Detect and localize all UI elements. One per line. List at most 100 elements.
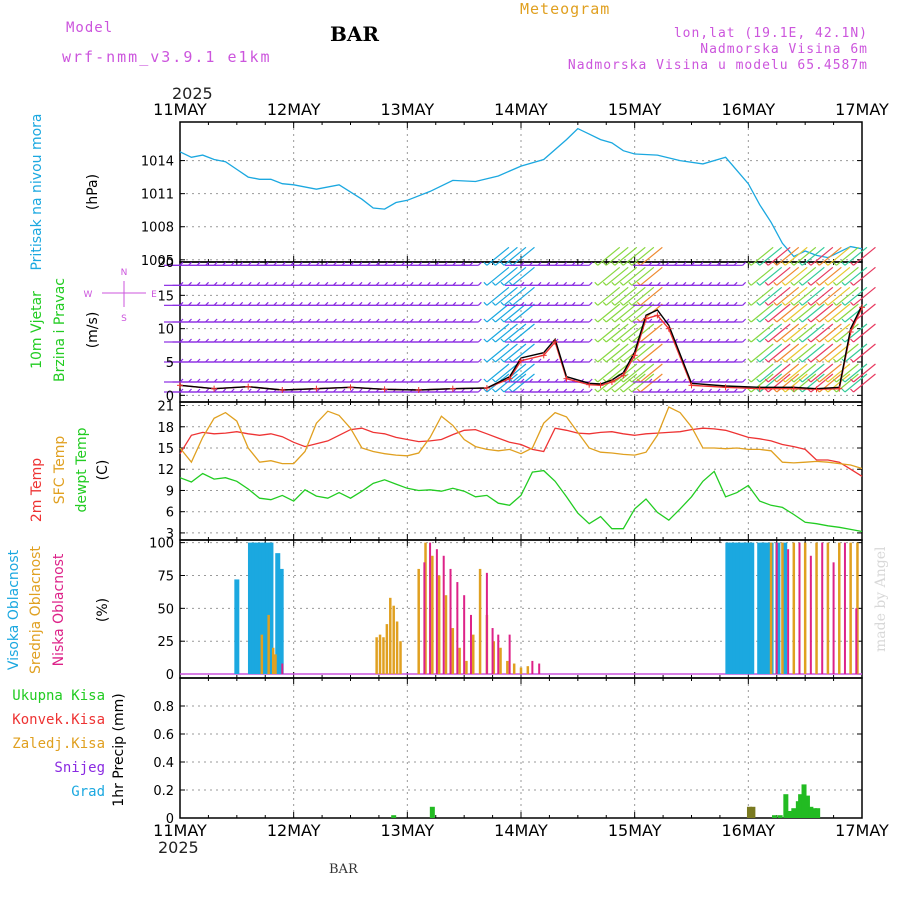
- wind-arrow-head: [483, 281, 488, 286]
- cloud-bar-low_cloud: [497, 634, 500, 675]
- wind-arrow: [605, 343, 629, 363]
- precip-bar: [804, 795, 810, 818]
- model-name: wrf-nmm_v3.9.1 e1km: [62, 48, 272, 66]
- wind-arrow-head: [477, 358, 482, 363]
- wind-arrow-head: [628, 378, 633, 383]
- cloud-bar-low_cloud: [832, 562, 835, 675]
- precip-bar: [391, 815, 397, 818]
- wind-arrow-head: [492, 281, 496, 286]
- ylabel-pressure-unit: (hPa): [85, 174, 101, 210]
- wind-arrow: [614, 303, 638, 323]
- y-tick-label: 0.6: [153, 728, 174, 743]
- ylabel-precip: 1hr Precip (mm): [111, 693, 127, 806]
- wind-arrow: [495, 266, 518, 286]
- wind-arrow: [512, 246, 535, 266]
- ylabel-temp-sfc: SFC Temp: [52, 436, 68, 505]
- wind-arrow: [639, 246, 663, 266]
- wind-arrow: [784, 303, 808, 323]
- wind-arrow: [503, 266, 527, 286]
- wind-arrow: [631, 286, 655, 306]
- y-tick-label: 15: [157, 442, 174, 457]
- wind-arrow-head: [628, 338, 633, 343]
- wind-arrow: [784, 286, 808, 306]
- wind-arrow-head: [742, 261, 747, 266]
- wind-arrow: [512, 363, 535, 383]
- wind-arrow: [767, 246, 791, 266]
- wind-arrow-head: [781, 338, 786, 343]
- wind-arrow-head: [588, 261, 593, 266]
- wind-arrow-head: [611, 338, 616, 343]
- cloud-bar-low_cloud: [508, 634, 511, 675]
- precip-bar: [808, 806, 814, 818]
- wind-arrow: [759, 286, 783, 306]
- wind-arrow: [767, 266, 791, 286]
- wind-arrow-head: [824, 358, 829, 363]
- wind-arrow: [827, 266, 851, 286]
- wind-arrow: [793, 303, 817, 323]
- wind-arrow-head: [764, 301, 769, 306]
- wind-arrow-head: [619, 338, 624, 343]
- wind-arrow: [639, 323, 663, 343]
- cloud-bar-low_cloud: [463, 595, 466, 675]
- wind-arrow-head: [798, 378, 803, 383]
- wind-arrow: [597, 286, 621, 306]
- y-tick-label: 5: [166, 356, 174, 371]
- wind-arrow-head: [833, 338, 837, 343]
- cloud-bar-low_cloud: [809, 555, 812, 675]
- cloud-bar-mid_cloud: [382, 637, 385, 675]
- y-tick-label: 1005: [141, 254, 174, 269]
- wind-arrow-head: [747, 388, 752, 393]
- wind-arrow: [597, 363, 621, 383]
- cloud-bar-mid_cloud: [792, 542, 796, 675]
- cloud-bar-mid_cloud: [389, 597, 392, 675]
- cloud-bar-mid_cloud: [849, 542, 852, 675]
- wind-arrow-head: [602, 318, 607, 323]
- wind-arrow: [827, 363, 851, 383]
- wind-arrow: [639, 343, 663, 363]
- wind-arrow-head: [841, 338, 846, 343]
- wind-arrow-head: [628, 388, 633, 393]
- x-tick-label-bottom: 16MAY: [722, 821, 776, 840]
- y-tick-label: 10: [157, 323, 174, 338]
- wind-arrow-head: [483, 301, 488, 306]
- wind-arrow: [767, 323, 791, 343]
- wind-arrow: [784, 363, 808, 383]
- wind-arrow: [818, 286, 842, 306]
- wind-arrow-head: [773, 378, 778, 383]
- wind-arrow-head: [841, 378, 846, 383]
- cloud-bar-mid_cloud: [781, 542, 784, 675]
- precip-legend-item: Konvek.Kisa: [12, 712, 105, 728]
- cloud-bar-mid_cloud: [769, 542, 773, 675]
- wind-arrow: [793, 323, 817, 343]
- precip-bar: [801, 784, 807, 818]
- wind-arrow: [776, 343, 800, 363]
- wind-arrow: [631, 266, 655, 286]
- y-tick-label: 75: [157, 569, 174, 584]
- wind-arrow: [639, 266, 663, 286]
- wind-arrow: [622, 266, 646, 286]
- y-tick-label: 12: [157, 463, 174, 478]
- cloud-bar-mid_cloud: [506, 660, 509, 675]
- cloud-bar-high_cloud: [247, 542, 253, 675]
- wind-arrow-head: [594, 261, 599, 266]
- wind-arrow-head: [500, 261, 505, 266]
- wind-arrow: [495, 246, 518, 266]
- wind-arrow: [495, 343, 518, 363]
- wind-arrow-head: [833, 301, 837, 306]
- cloud-bar-mid_cloud: [838, 542, 841, 675]
- wind-arrow-head: [500, 338, 505, 343]
- wind-arrow-head: [841, 301, 846, 306]
- wind-arrow-head: [628, 318, 633, 323]
- cloud-bar-mid_cloud: [458, 647, 461, 675]
- wind-arrow-head: [815, 261, 820, 266]
- wind-arrow: [836, 246, 859, 266]
- cloud-bar-mid_cloud: [451, 628, 455, 675]
- wind-arrow-head: [756, 358, 761, 363]
- wind-arrow: [836, 343, 859, 363]
- wind-arrow-head: [611, 388, 616, 393]
- wind-arrow-head: [602, 388, 607, 393]
- cloud-bar-low_cloud: [281, 663, 284, 675]
- cloud-bar-mid_cloud: [399, 641, 402, 675]
- wind-arrow: [486, 286, 510, 306]
- cloud-bar-low_cloud: [429, 542, 432, 675]
